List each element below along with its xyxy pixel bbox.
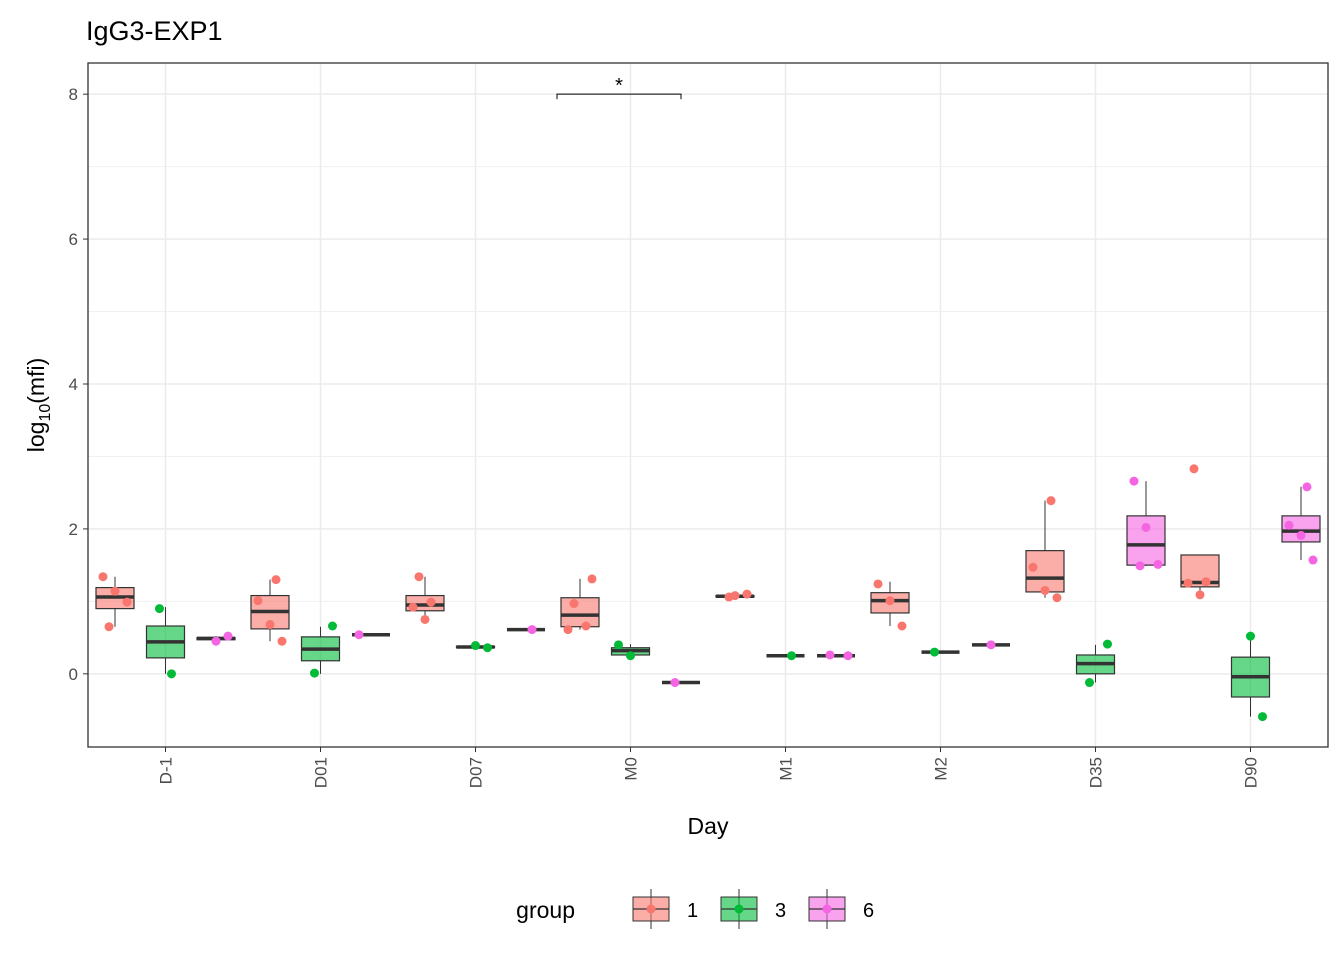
significance-bracket <box>556 93 682 100</box>
legend-key-point <box>734 904 744 914</box>
point <box>1040 585 1050 595</box>
x-tick-label: M2 <box>932 757 951 781</box>
point <box>211 636 221 646</box>
point <box>670 678 680 688</box>
point <box>724 592 734 602</box>
point <box>1246 631 1255 641</box>
point <box>742 589 752 599</box>
point <box>265 620 275 630</box>
point <box>1103 639 1112 649</box>
point <box>1141 522 1151 532</box>
point <box>310 668 319 678</box>
point <box>986 640 996 650</box>
point <box>420 614 430 624</box>
legend-item: 3 <box>720 889 786 929</box>
point <box>408 602 418 612</box>
legend-label: 3 <box>775 900 786 922</box>
point <box>581 621 591 631</box>
point <box>426 597 436 607</box>
point <box>253 596 263 606</box>
y-tick-label: 2 <box>69 520 78 539</box>
legend-item: 1 <box>632 889 698 929</box>
y-axis-title-sub: 10 <box>37 404 54 422</box>
point <box>1052 593 1062 603</box>
point <box>471 641 480 651</box>
point <box>1258 712 1267 722</box>
x-tick-label: D-1 <box>157 757 176 784</box>
significance-label: * <box>615 75 623 97</box>
x-tick-label: M0 <box>622 757 641 781</box>
point <box>626 651 635 661</box>
point <box>122 597 132 607</box>
point <box>843 651 853 661</box>
x-tick-label: D90 <box>1242 757 1261 788</box>
x-axis-title: Day <box>688 813 729 839</box>
legend-label: 6 <box>863 900 874 922</box>
legend-key-point <box>646 904 656 914</box>
point <box>1302 482 1312 492</box>
point <box>873 579 883 589</box>
box <box>560 597 600 628</box>
point <box>414 572 424 582</box>
point <box>1085 678 1094 688</box>
point <box>569 599 579 609</box>
point <box>1129 476 1139 486</box>
point <box>223 631 233 641</box>
point <box>563 625 573 635</box>
point <box>1201 577 1211 587</box>
point <box>897 621 907 631</box>
point <box>328 621 337 631</box>
point <box>1189 464 1199 474</box>
x-tick-label: M1 <box>777 757 796 781</box>
chart-title: IgG3-EXP1 <box>86 16 223 46</box>
point <box>930 647 939 657</box>
point <box>98 572 108 582</box>
y-tick-label: 8 <box>69 85 78 104</box>
x-tick-label: D35 <box>1087 757 1106 788</box>
point <box>1153 559 1163 569</box>
y-tick-label: 6 <box>69 230 78 249</box>
y-tick-label: 0 <box>69 665 78 684</box>
point <box>787 651 796 661</box>
point <box>885 596 895 606</box>
x-tick-label: D01 <box>312 757 331 788</box>
point <box>483 643 492 653</box>
y-axis-title-base: log <box>23 422 49 453</box>
y-tick-label: 4 <box>69 375 78 394</box>
legend-key-point <box>822 904 832 914</box>
x-tick-label: D07 <box>467 757 486 788</box>
point <box>1183 578 1193 588</box>
legend-label: 1 <box>687 900 698 922</box>
point <box>104 622 114 632</box>
point <box>1046 496 1056 506</box>
point <box>527 625 537 635</box>
y-axis-title-rest: (mfi) <box>23 358 49 404</box>
y-axis-title: log10(mfi) <box>23 358 54 452</box>
point <box>1308 555 1318 565</box>
point <box>354 630 364 640</box>
point <box>1195 590 1205 600</box>
panel-border <box>87 62 1329 748</box>
point <box>271 575 281 585</box>
point <box>155 604 164 614</box>
point <box>587 574 597 584</box>
point <box>277 636 287 646</box>
point <box>167 669 176 679</box>
point <box>110 586 120 596</box>
point <box>825 650 835 660</box>
point <box>1135 561 1145 571</box>
legend-item: 6 <box>808 889 874 929</box>
point <box>614 640 623 650</box>
point <box>1284 520 1294 530</box>
point <box>1028 562 1038 572</box>
legend-title: group <box>516 897 575 923</box>
point <box>1296 530 1306 540</box>
